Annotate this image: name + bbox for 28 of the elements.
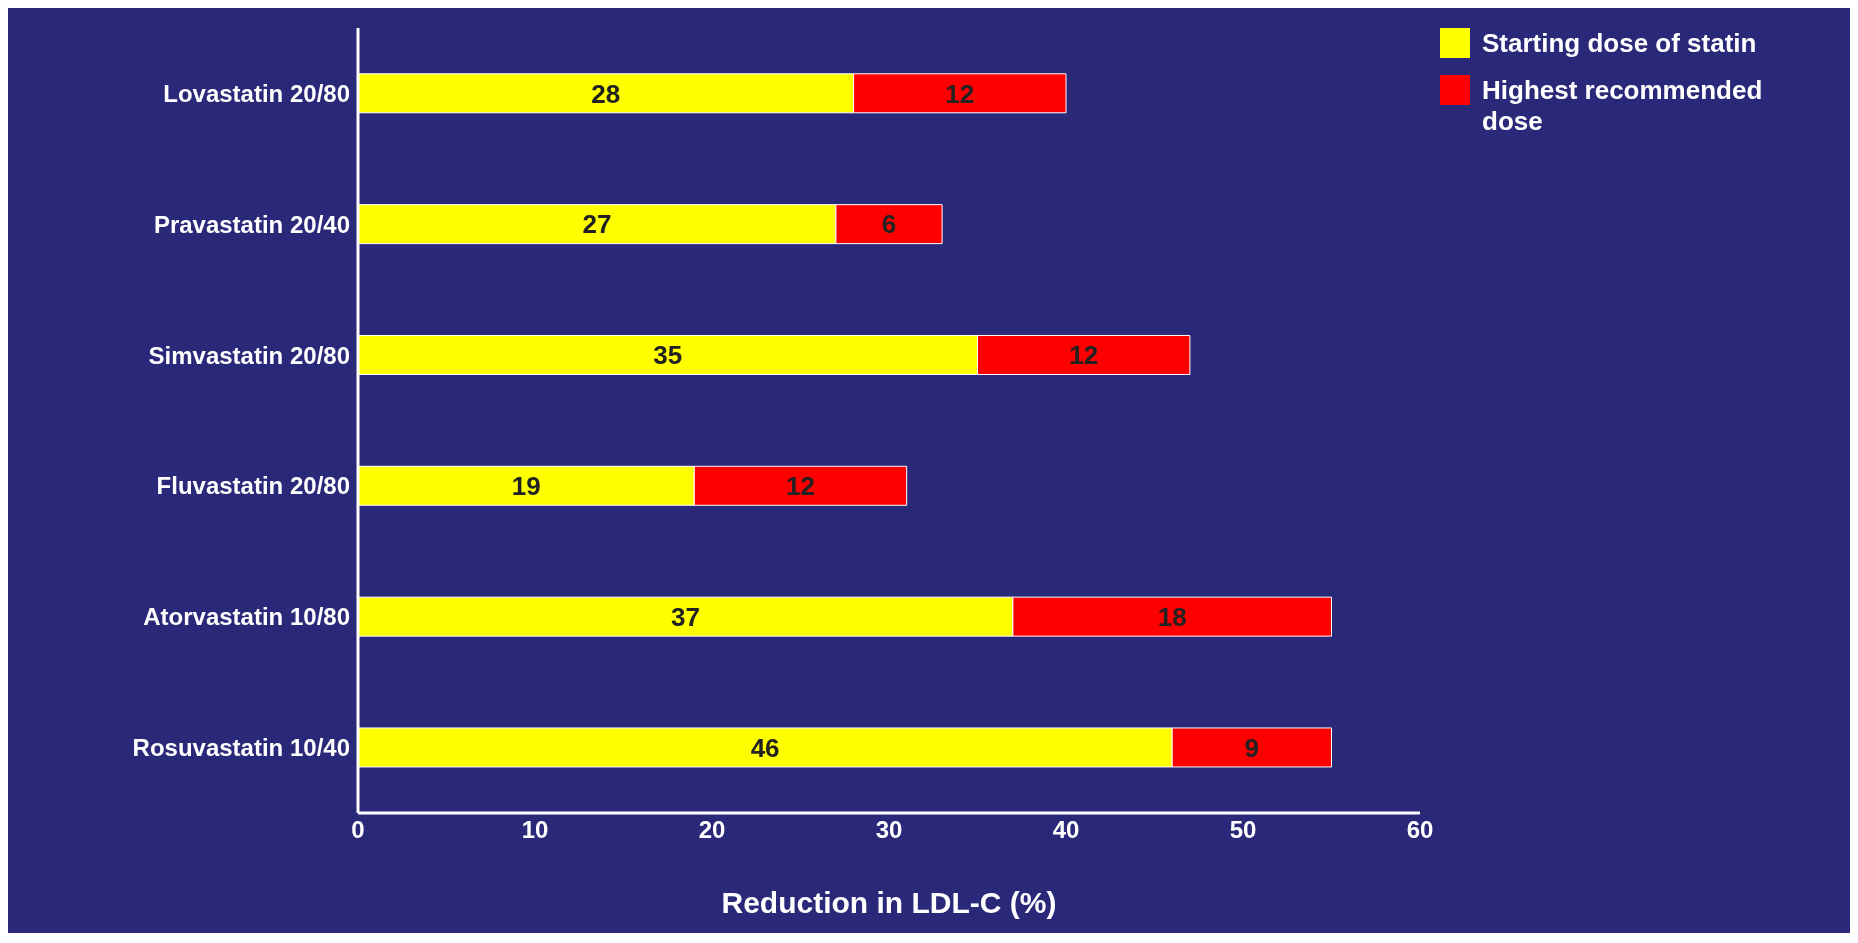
y-tick-label: Lovastatin 20/80 — [163, 79, 350, 107]
data-label: 9 — [1244, 732, 1260, 763]
y-tick-label: Pravastatin 20/40 — [153, 210, 350, 238]
y-tick-label: Simvastatin 20/80 — [148, 341, 350, 369]
data-label: 12 — [786, 471, 815, 502]
legend-label: Starting dose of statin — [1482, 28, 1757, 59]
y-tick-label: Rosuvastatin 10/40 — [132, 734, 350, 762]
data-label: 19 — [511, 471, 541, 502]
data-label: 37 — [670, 601, 700, 632]
data-label: 27 — [582, 209, 612, 240]
data-label: 18 — [1157, 601, 1187, 632]
legend-label: Highest recommended dose — [1482, 75, 1764, 137]
x-tick-label: 0 — [351, 816, 365, 844]
data-label: 12 — [945, 78, 975, 109]
data-label: 28 — [591, 78, 621, 109]
x-tick-label: 60 — [1406, 816, 1434, 844]
x-tick-label: 50 — [1229, 816, 1257, 844]
data-label: 6 — [881, 209, 897, 240]
x-tick-label: 10 — [521, 816, 549, 844]
x-tick-label: 20 — [698, 816, 726, 844]
data-label: 12 — [1069, 340, 1099, 371]
x-axis-title: Reduction in LDL-C (%) — [721, 886, 1057, 919]
y-tick-label: Atorvastatin 10/80 — [143, 603, 350, 631]
y-tick-label: Fluvastatin 20/80 — [156, 472, 350, 500]
data-label: 35 — [653, 340, 683, 371]
x-tick-label: 40 — [1052, 816, 1080, 844]
x-tick-label: 30 — [875, 816, 903, 844]
data-label: 46 — [750, 732, 780, 763]
